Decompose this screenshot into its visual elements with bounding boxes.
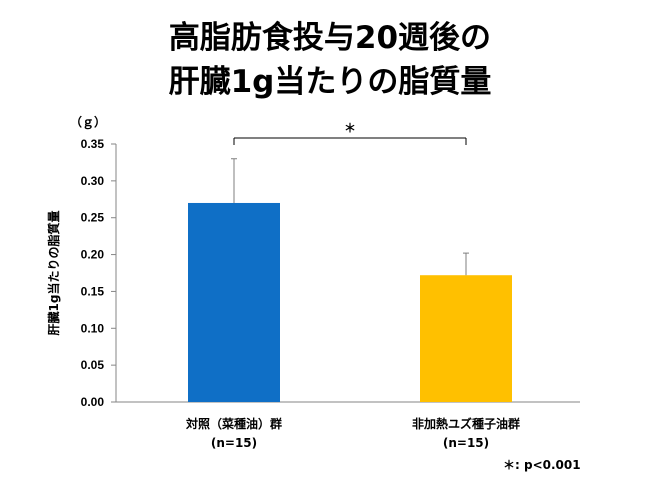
bar — [420, 275, 512, 402]
y-tick-label: 0.00 — [81, 395, 105, 409]
x-category-label: 対照（菜種油）群 — [185, 416, 282, 431]
chart-title-line-1: 高脂肪食投与20週後の — [168, 20, 492, 56]
y-tick-label: 0.30 — [81, 174, 105, 188]
y-axis-title: 肝臓1g当たりの脂質量 — [46, 211, 61, 336]
significance-mark: ＊ — [344, 121, 356, 135]
y-tick-label: 0.25 — [81, 211, 105, 225]
y-tick-label: 0.05 — [81, 358, 105, 372]
y-tick-label: 0.10 — [81, 321, 105, 335]
x-category-label: 非加熱ユズ種子油群 — [412, 416, 520, 431]
y-tick-label: 0.15 — [81, 284, 105, 298]
x-sample-size-label: (n=15) — [443, 436, 489, 450]
footnote: ＊: p<0.001 — [503, 458, 581, 472]
bar — [188, 202, 280, 402]
y-tick-label: 0.20 — [81, 248, 105, 262]
x-sample-size-label: (n=15) — [211, 436, 257, 450]
chart-title-line-2: 肝臓1g当たりの脂質量 — [168, 64, 492, 100]
y-tick-label: 0.35 — [81, 137, 105, 151]
y-unit-label: （ｇ） — [70, 114, 106, 130]
